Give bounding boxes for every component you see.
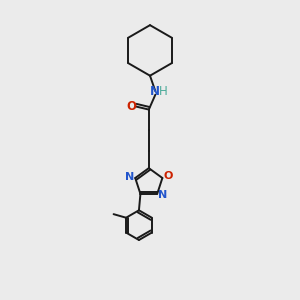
Text: O: O	[163, 171, 172, 181]
Text: N: N	[150, 85, 160, 98]
Text: N: N	[125, 172, 134, 182]
Text: O: O	[126, 100, 136, 112]
Text: N: N	[158, 190, 167, 200]
Text: H: H	[159, 85, 168, 98]
